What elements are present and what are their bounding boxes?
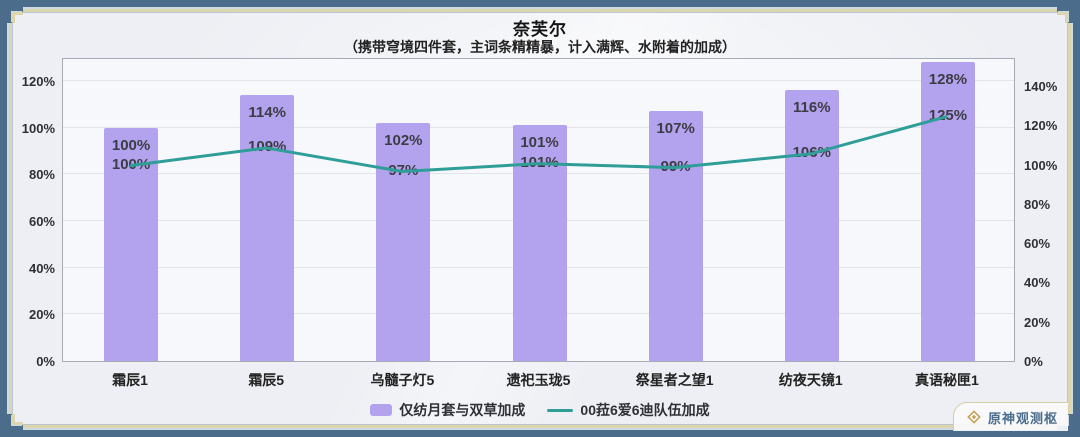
chart-title: 奈芙尔	[513, 20, 567, 39]
right-axis-tick: 140%	[1024, 79, 1058, 95]
chart-content: 奈芙尔 （携带穹境四件套，主词条精精暴，计入满辉、水附着的加成） 100% 114…	[13, 13, 1068, 431]
line-swatch-icon	[547, 408, 574, 412]
line-value-label: 97%	[388, 161, 419, 179]
gridline	[63, 80, 1014, 82]
chart-subtitle: （携带穹境四件套，主词条精精暴，计入满辉、水附着的加成）	[344, 39, 736, 55]
chart-legend: 仅纺月套与双草加成 00菈6爱6迪队伍加成	[13, 400, 1067, 420]
left-axis-tick: 0%	[36, 354, 55, 369]
x-axis-label: 祭星者之望1	[635, 372, 714, 388]
right-axis-tick: 100%	[1024, 157, 1058, 173]
frame-corner	[7, 7, 23, 23]
left-axis-tick: 40%	[28, 260, 55, 276]
left-axis-tick: 120%	[21, 74, 55, 90]
right-axis-tick: 120%	[1024, 118, 1058, 134]
bar-value-label: 100%	[111, 136, 151, 154]
bar-霜辰5[interactable]	[240, 95, 295, 361]
bar-乌髓子灯5[interactable]	[376, 123, 431, 361]
right-axis-tick: 0%	[1024, 354, 1043, 369]
bar-真语秘匣1[interactable]	[920, 62, 975, 361]
x-axis-label: 纺夜天镜1	[778, 372, 843, 388]
left-axis-tick: 80%	[28, 167, 55, 183]
bar-纺夜天镜1[interactable]	[784, 90, 839, 361]
line-value-label: 125%	[928, 106, 968, 124]
right-axis-tick: 20%	[1024, 314, 1051, 330]
diamond-icon	[967, 410, 981, 424]
right-axis-tick: 40%	[1024, 275, 1051, 291]
x-axis-label: 真语秘匣1	[915, 372, 979, 388]
bar-value-label: 116%	[793, 99, 831, 117]
x-axis-label: 遗祀玉珑5	[506, 372, 571, 388]
x-axis-label: 乌髓子灯5	[370, 372, 435, 388]
watermark-badge: 原神观测枢	[952, 402, 1068, 431]
x-axis-label: 霜辰1	[112, 372, 148, 388]
legend-item-line[interactable]: 00菈6爱6迪队伍加成	[547, 400, 710, 420]
bar-value-label: 114%	[248, 104, 286, 122]
line-value-label: 109%	[248, 137, 287, 155]
watermark-label: 原神观测枢	[987, 410, 1058, 426]
right-axis-tick: 80%	[1024, 196, 1051, 212]
bar-value-label: 128%	[928, 71, 968, 89]
frame-corner	[7, 414, 23, 430]
right-axis-tick: 60%	[1024, 236, 1051, 252]
left-axis-tick: 60%	[28, 214, 55, 229]
line-value-label: 99%	[660, 157, 691, 175]
line-value-label: 100%	[111, 155, 151, 173]
left-axis-tick: 20%	[28, 307, 55, 323]
x-axis-label: 霜辰5	[248, 372, 285, 388]
line-value-label: 106%	[792, 143, 831, 161]
bar-value-label: 101%	[520, 134, 559, 152]
legend-item-bar[interactable]: 仅纺月套与双草加成	[370, 400, 525, 420]
bar-value-label: 107%	[656, 120, 695, 138]
line-value-label: 101%	[520, 153, 559, 171]
frame-corner	[1057, 7, 1073, 23]
left-axis-tick: 100%	[21, 120, 55, 136]
plot-area: 100% 114% 102% 101% 107% 116% 128% 100% 109% 97% 1…	[62, 58, 1015, 362]
bar-value-label: 102%	[384, 132, 423, 150]
legend-label: 仅纺月套与双草加成	[399, 402, 526, 418]
bar-swatch-icon	[370, 404, 393, 416]
legend-label: 00菈6爱6迪队伍加成	[580, 402, 710, 418]
bar-祭星者之望1[interactable]	[648, 111, 703, 361]
